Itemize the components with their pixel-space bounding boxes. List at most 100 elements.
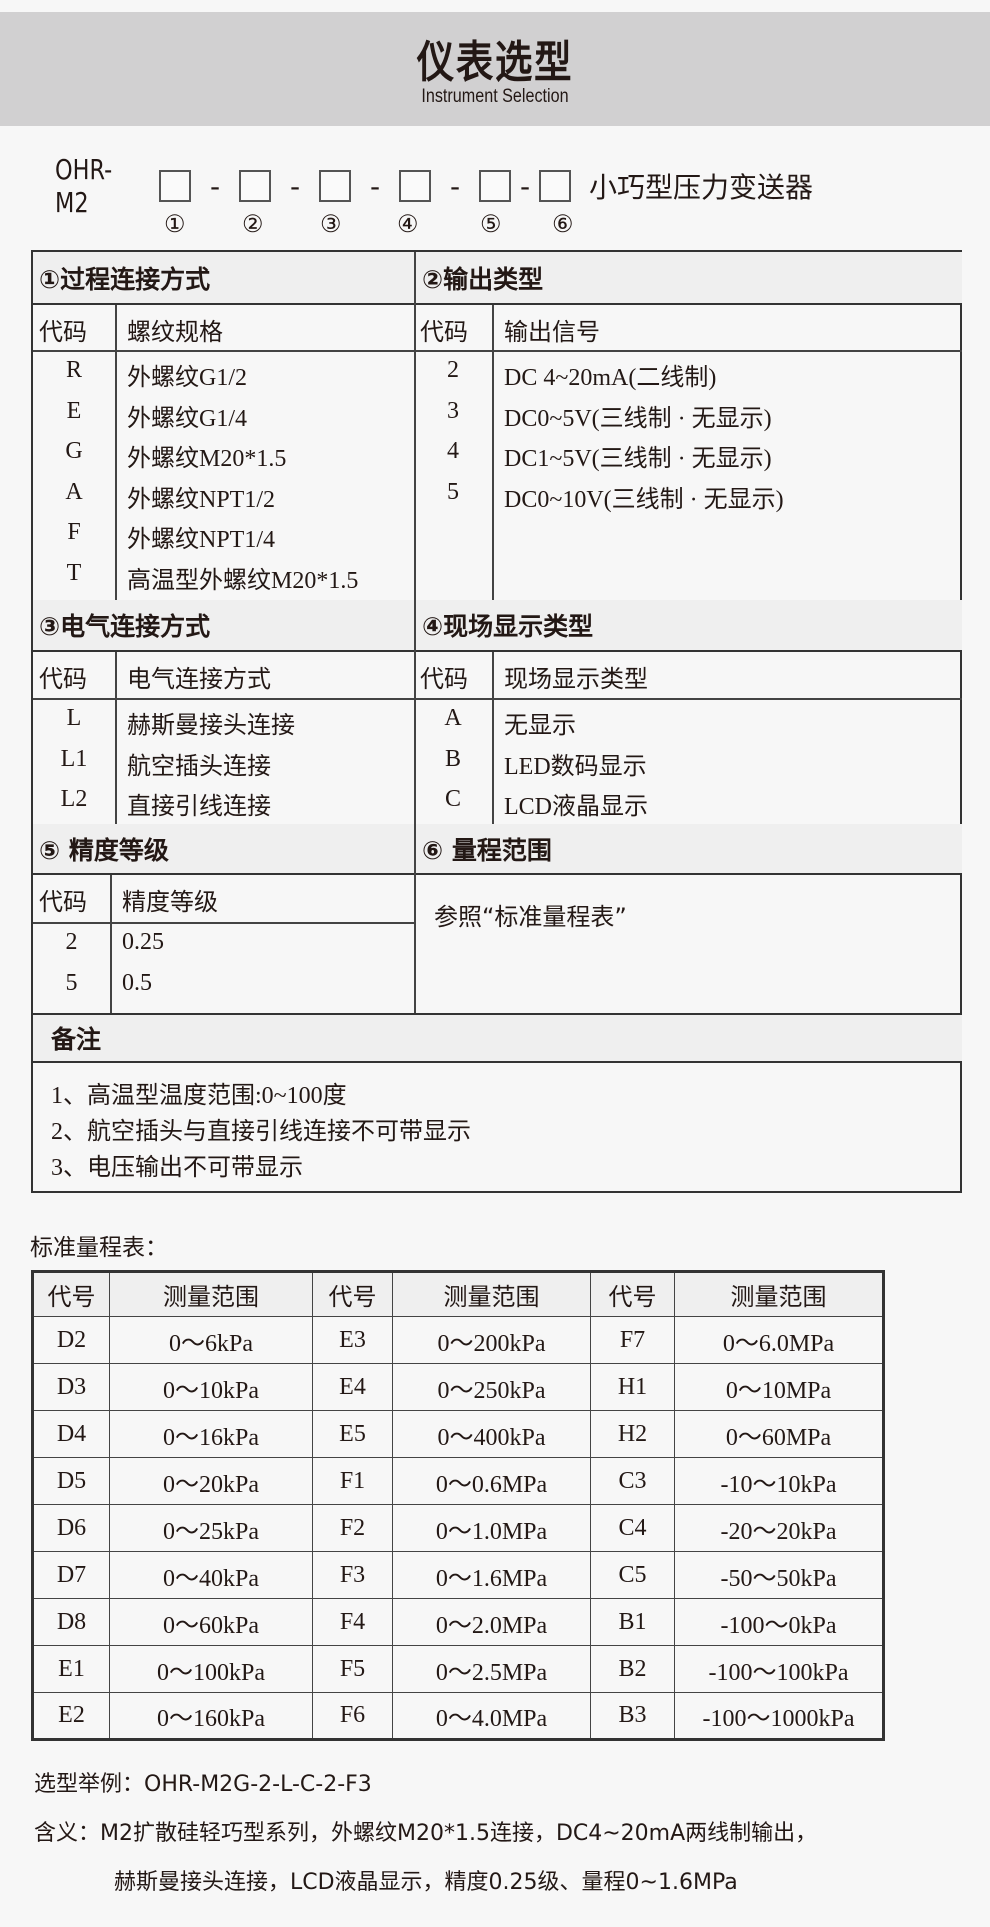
desc-cell: 外螺纹G1/2 [127, 365, 247, 391]
range-code-cell: C4 [590, 1504, 675, 1552]
range-code-cell: D6 [32, 1504, 110, 1552]
range-value-cell: 0～60MPa [674, 1410, 884, 1458]
desc-cell: LCD液晶显示 [504, 794, 648, 820]
range-table: 代号 测量范围 代号 测量范围 代号 测量范围 D2 0～6kPa E3 0～200kPa F7 0～… [31, 1270, 885, 1741]
desc-cell: DC1~5V(三线制 · 无显示) [504, 446, 772, 472]
separator: - [369, 169, 381, 203]
column-header-desc: 电气连接方式 [127, 667, 271, 693]
range-value-cell: 0～6.0MPa [674, 1316, 884, 1364]
range-code-cell: B1 [590, 1598, 675, 1646]
column-header-code: 代码 [39, 320, 87, 346]
marker-1: ① [164, 212, 186, 238]
range-value-cell: 0～2.0MPa [392, 1598, 591, 1646]
desc-cell: 0.25 [122, 929, 164, 955]
range-value-cell: 0～2.5MPa [392, 1645, 591, 1693]
row-divider [33, 922, 414, 924]
code-cell: E [66, 397, 82, 424]
column-header-desc: 现场显示类型 [504, 667, 648, 693]
range-code-cell: F2 [312, 1504, 393, 1552]
range-value-cell: 0～1.0MPa [392, 1504, 591, 1552]
range-value-cell: -20～20kPa [674, 1504, 884, 1552]
range-code-cell: E4 [312, 1363, 393, 1411]
section-header-s4: ④现场显示类型 [414, 600, 962, 652]
range-value-cell: 0～10MPa [674, 1363, 884, 1411]
slot-box [539, 170, 571, 202]
example-line: 选型举例：OHR-M2G-2-L-C-2-F3 [34, 1772, 372, 1797]
marker-2: ② [242, 212, 264, 238]
range-value-cell: 0～60kPa [109, 1598, 313, 1646]
column-divider [492, 305, 494, 600]
code-cell: 2 [65, 929, 78, 955]
range-code-cell: B3 [590, 1692, 675, 1740]
range-value-cell: 0～20kPa [109, 1457, 313, 1505]
range-row: D5 0～20kPa F1 0～0.6MPa C3 -10～10kPa [32, 1457, 884, 1505]
section-header-s1: ①过程连接方式 [33, 252, 414, 305]
code-cell: 3 [447, 397, 459, 424]
range-code-cell: D7 [32, 1551, 110, 1599]
column-header-desc: 螺纹规格 [127, 320, 223, 346]
column-divider [414, 600, 416, 824]
slot-box [399, 170, 431, 202]
range-header-cell: 测量范围 [392, 1271, 591, 1317]
range-value-cell: 0～100kPa [109, 1645, 313, 1693]
range-code-cell: D4 [32, 1410, 110, 1458]
separator: - [519, 169, 531, 203]
range-header-cell: 测量范围 [674, 1271, 884, 1317]
range-row: D3 0～10kPa E4 0～250kPa H1 0～10MPa [32, 1363, 884, 1411]
desc-cell: LED数码显示 [504, 753, 647, 780]
range-code-cell: C5 [590, 1551, 675, 1599]
row-divider [33, 350, 414, 352]
range-header-row: 代号 测量范围 代号 测量范围 代号 测量范围 [32, 1271, 884, 1317]
range-value-cell: 0～10kPa [109, 1363, 313, 1411]
desc-cell: DC0~5V(三线制 · 无显示) [504, 405, 772, 432]
example-meaning-1: 含义：M2扩散硅轻巧型系列，外螺纹M20*1.5连接，DC4~20mA两线制输出… [34, 1821, 818, 1846]
range-value-cell: 0～0.6MPa [392, 1457, 591, 1505]
model-code-line: OHR-M2 - - - - - 小巧型压力变送器 [55, 153, 813, 219]
section-header-s6: ⑥ 量程范围 [414, 824, 962, 875]
section-header-s5: ⑤ 精度等级 [33, 824, 414, 875]
range-row: D7 0～40kPa F3 0～1.6MPa C5 -50～50kPa [32, 1551, 884, 1599]
code-cell: 2 [447, 357, 459, 383]
slot-box [159, 170, 191, 202]
column-divider [492, 652, 494, 824]
column-header-code: 代码 [420, 667, 468, 693]
desc-cell: 外螺纹M20*1.5 [127, 446, 287, 472]
desc-cell: 0.5 [122, 969, 152, 996]
page-subtitle: Instrument Selection [421, 86, 569, 107]
page-header: 仪表选型 Instrument Selection [0, 12, 990, 126]
row-divider [33, 698, 414, 700]
range-header-cell: 测量范围 [109, 1271, 313, 1317]
desc-cell: 直接引线连接 [127, 794, 271, 820]
range-value-cell: -100～0kPa [674, 1598, 884, 1646]
page-title: 仪表选型 [416, 37, 574, 88]
range-row: E2 0～160kPa F6 0～4.0MPa B3 -100～1000kPa [32, 1692, 884, 1740]
section-header-s2: ②输出类型 [414, 252, 962, 305]
desc-cell: DC 4~20mA(二线制) [504, 365, 717, 391]
range-row: D4 0～16kPa E5 0～400kPa H2 0～60MPa [32, 1410, 884, 1458]
column-header-code: 代码 [39, 667, 87, 693]
column-header-code: 代码 [420, 320, 468, 346]
separator: - [449, 169, 461, 203]
remark-item: 3、电压输出不可带显示 [51, 1155, 303, 1181]
remark-item: 2、航空插头与直接引线连接不可带显示 [51, 1119, 471, 1145]
code-cell: L [66, 705, 82, 731]
range-value-cell: 0～1.6MPa [392, 1551, 591, 1599]
code-cell: C [444, 786, 461, 812]
range-value-cell: 0～250kPa [392, 1363, 591, 1411]
range-row: D6 0～25kPa F2 0～1.0MPa C4 -20～20kPa [32, 1504, 884, 1552]
desc-cell: 外螺纹G1/4 [127, 405, 247, 432]
range-code-cell: D3 [32, 1363, 110, 1411]
marker-4: ④ [397, 212, 419, 238]
code-cell: R [65, 357, 82, 383]
section-header-s3: ③电气连接方式 [33, 600, 414, 652]
column-divider [115, 305, 117, 600]
column-header-desc: 输出信号 [504, 320, 600, 346]
range-value-cell: 0～4.0MPa [392, 1692, 591, 1740]
marker-6: ⑥ [552, 212, 574, 238]
range-header-cell: 代号 [312, 1271, 393, 1317]
column-header-desc: 精度等级 [122, 890, 218, 916]
code-cell: 5 [447, 478, 459, 505]
range-row: D2 0～6kPa E3 0～200kPa F7 0～6.0MPa [32, 1316, 884, 1364]
range-reference-text: 参照“标准量程表” [434, 903, 627, 931]
range-value-cell: -100～1000kPa [674, 1692, 884, 1740]
